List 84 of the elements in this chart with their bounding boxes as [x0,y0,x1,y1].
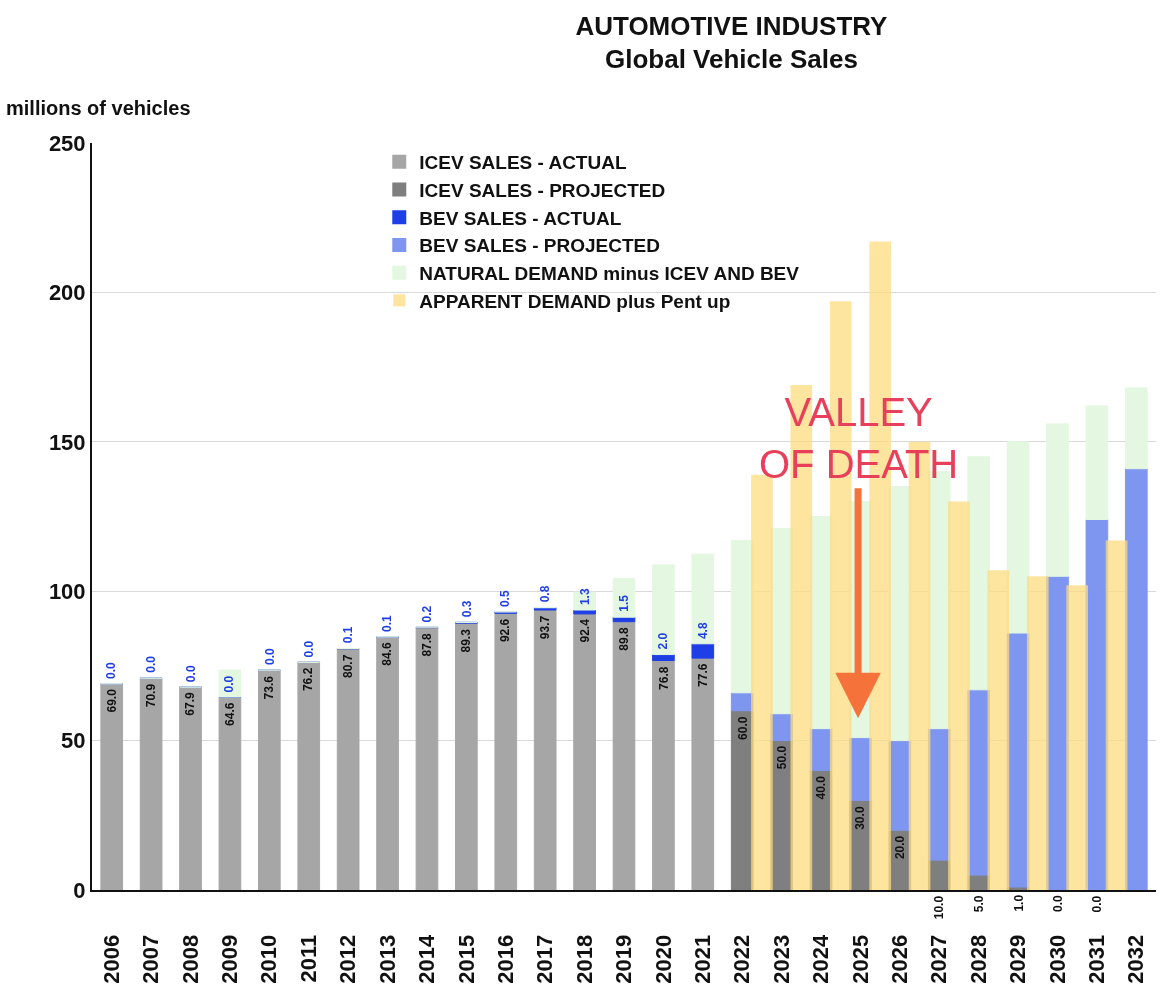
legend-label: APPARENT DEMAND plus Pent up [419,290,731,312]
data-label: 1.5 [617,594,632,612]
data-label: 0.0 [104,662,119,680]
data-label: 4.8 [695,622,710,640]
data-label: 93.7 [538,615,553,640]
y-tick-label: 250 [48,130,86,156]
data-label: 1.3 [578,588,593,606]
data-label: 0.8 [538,585,553,603]
y-axis-title: millions of vehicles [6,97,191,119]
data-label: 64.6 [222,702,237,726]
legend-label: ICEV SALES - PROJECTED [419,179,666,201]
data-label: 69.0 [104,688,119,713]
x-tick-label: 2029 [1005,934,1031,984]
x-tick-label: 2015 [453,934,479,984]
x-tick-label: 2013 [374,934,400,984]
data-label: 20.0 [892,835,907,860]
data-label: 0.5 [498,590,513,608]
x-tick-label: 2018 [571,934,597,984]
data-label: 92.4 [577,618,592,643]
y-tick-label: 150 [48,429,86,455]
annotation: VALLEY OF DEATH [759,390,959,486]
data-label: 2.0 [656,632,671,650]
x-tick-label: 2014 [414,934,440,984]
x-tick-label: 2019 [611,934,637,984]
data-label: 0.0 [1050,894,1065,912]
x-tick-label: 2017 [532,934,558,984]
y-tick-label: 50 [61,728,86,754]
data-label: 0.0 [183,665,198,683]
x-tick-label: 2027 [926,934,952,984]
x-tick-label: 2011 [295,934,321,983]
data-label: 60.0 [735,716,750,740]
legend-label: NATURAL DEMAND minus ICEV AND BEV [419,263,800,285]
data-label: 80.7 [341,654,356,679]
legend-label: ICEV SALES - ACTUAL [419,152,627,174]
data-label: 0.0 [222,675,237,693]
x-tick-label: 2016 [492,934,518,984]
chart-title: AUTOMOTIVE INDUSTRY Global Vehicle Sales [575,10,888,75]
x-tick-label: 2030 [1044,934,1070,984]
x-tick-label: 2028 [965,934,991,984]
y-tick-label: 0 [73,877,86,903]
legend-label: BEV SALES - PROJECTED [419,235,660,257]
data-label: 67.9 [183,691,198,716]
data-label: 30.0 [853,806,868,830]
data-label: 73.6 [262,675,277,700]
x-tick-label: 2024 [808,934,834,984]
data-label: 77.6 [695,663,710,687]
data-label: 50.0 [775,745,790,770]
legend-label: BEV SALES - ACTUAL [419,207,622,229]
data-label: 0.0 [262,647,277,665]
x-tick-label: 2006 [98,934,124,984]
data-label: 0.0 [1090,895,1105,913]
x-tick-label: 2007 [138,934,164,984]
data-label: 89.3 [459,628,474,653]
x-tick-label: 2032 [1123,934,1149,984]
data-label: 76.8 [656,666,671,690]
data-label: 84.6 [380,642,395,666]
data-label: 0.3 [459,600,474,618]
data-label: 89.8 [617,627,632,651]
data-label: 87.8 [420,632,435,657]
data-label: 70.9 [143,683,158,708]
data-label: 76.2 [301,667,316,692]
x-tick-label: 2012 [335,934,361,984]
x-tick-label: 2025 [847,934,873,984]
x-tick-label: 2022 [729,934,755,984]
x-tick-label: 2021 [689,934,715,984]
x-tick-label: 2009 [217,934,243,984]
data-label: 0.0 [144,655,159,673]
x-tick-label: 2026 [887,934,912,984]
data-label: 5.0 [972,895,987,913]
data-label: 0.1 [341,626,356,644]
x-tick-label: 2031 [1084,934,1110,984]
x-tick-label: 2008 [177,934,203,984]
data-label: 1.0 [1011,894,1026,912]
x-tick-label: 2020 [650,934,676,984]
x-tick-label: 2010 [256,934,282,984]
data-label: 92.6 [498,618,513,643]
data-label: 0.1 [380,614,395,632]
x-tick-label: 2023 [768,934,794,984]
data-label: 10.0 [932,895,947,920]
y-tick-label: 200 [48,280,86,306]
y-tick-label: 100 [48,578,86,604]
data-label: 0.0 [301,640,316,658]
data-label: 0.2 [420,605,435,623]
data-label: 40.0 [813,775,828,800]
